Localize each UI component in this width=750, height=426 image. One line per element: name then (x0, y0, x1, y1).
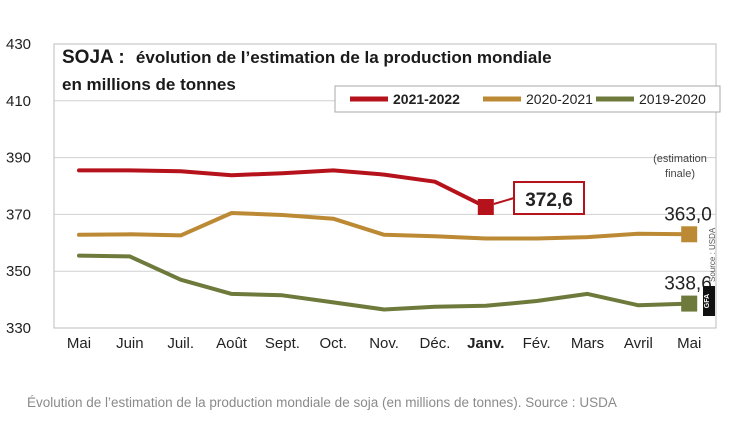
y-tick-label: 430 (6, 36, 31, 53)
legend-label-2020-2021: 2020-2021 (526, 91, 593, 107)
callout-box (513, 181, 585, 216)
annotation-line-1: (estimation (653, 153, 707, 165)
x-tick-label: Oct. (319, 335, 347, 352)
y-tick-label: 370 (6, 206, 31, 223)
end-marker-2019-2020 (681, 295, 698, 312)
callout-connector (493, 197, 515, 205)
title-bold: SOJA : (62, 47, 125, 68)
legend-box (334, 85, 721, 113)
x-tick-label: Mars (571, 335, 604, 352)
x-tick-label: Déc. (420, 335, 451, 352)
y-tick-label: 390 (6, 150, 31, 167)
x-tick-label: Sept. (265, 335, 300, 352)
plot-frame (53, 43, 717, 329)
source-text: Source : USDA (708, 227, 717, 282)
legend-label-2019-2020: 2019-2020 (639, 91, 706, 107)
title-line-1: SOJA : évolution de l’estimation de la p… (62, 47, 552, 68)
end-labels: 372,6 363,0 338,6 (493, 181, 712, 295)
series-line-2019-2020 (77, 253, 692, 312)
end-marker-2020-2021 (681, 226, 698, 243)
logo-text: GFA (704, 294, 711, 308)
estimation-annotation: (estimation finale) (653, 153, 707, 180)
value-label-2019-2020: 338,6 (664, 274, 712, 295)
series-layer (77, 168, 698, 312)
legend: 2021-2022 2020-2021 2019-2020 (334, 85, 721, 113)
x-tick-label: Mai (677, 335, 701, 352)
x-tick-label: Avril (624, 335, 653, 352)
x-tick-label: Fév. (523, 335, 551, 352)
y-axis-ticks: 330 350 370 390 410 430 (6, 36, 31, 337)
end-marker-2021-2022 (477, 199, 494, 216)
value-label-2020-2021: 363,0 (664, 204, 712, 225)
annotation-line-2: finale) (665, 168, 695, 180)
y-tick-label: 350 (6, 263, 31, 280)
logo-box (703, 286, 715, 316)
series-line-2020-2021 (77, 211, 692, 241)
series-line-2021-2022 (77, 168, 488, 209)
title-line-2: en millions de tonnes (62, 75, 236, 94)
y-tick-label: 330 (6, 320, 31, 337)
source-credit: GFA Source : USDA (703, 227, 717, 316)
value-label-2021-2022: 372,6 (525, 190, 573, 211)
x-tick-label: Juin (116, 335, 144, 352)
x-tick-label: Nov. (369, 335, 399, 352)
title-rest: évolution de l’estimation de la producti… (136, 48, 552, 67)
x-tick-label: Mai (67, 335, 91, 352)
chart-title: SOJA : évolution de l’estimation de la p… (62, 47, 552, 94)
chart: 330 350 370 390 410 430 Mai Juin Juil. Août Sept.… (6, 36, 721, 352)
y-tick-label: 410 (6, 93, 31, 110)
x-tick-label: Juil. (167, 335, 194, 352)
x-tick-label: Août (216, 335, 248, 352)
x-tick-label: Janv. (467, 335, 504, 352)
caption: Évolution de l’estimation de la producti… (27, 395, 617, 410)
legend-label-2021-2022: 2021-2022 (393, 91, 460, 107)
x-axis-ticks: Mai Juin Juil. Août Sept. Oct. Nov. Déc. Janv. Fé… (67, 335, 701, 352)
